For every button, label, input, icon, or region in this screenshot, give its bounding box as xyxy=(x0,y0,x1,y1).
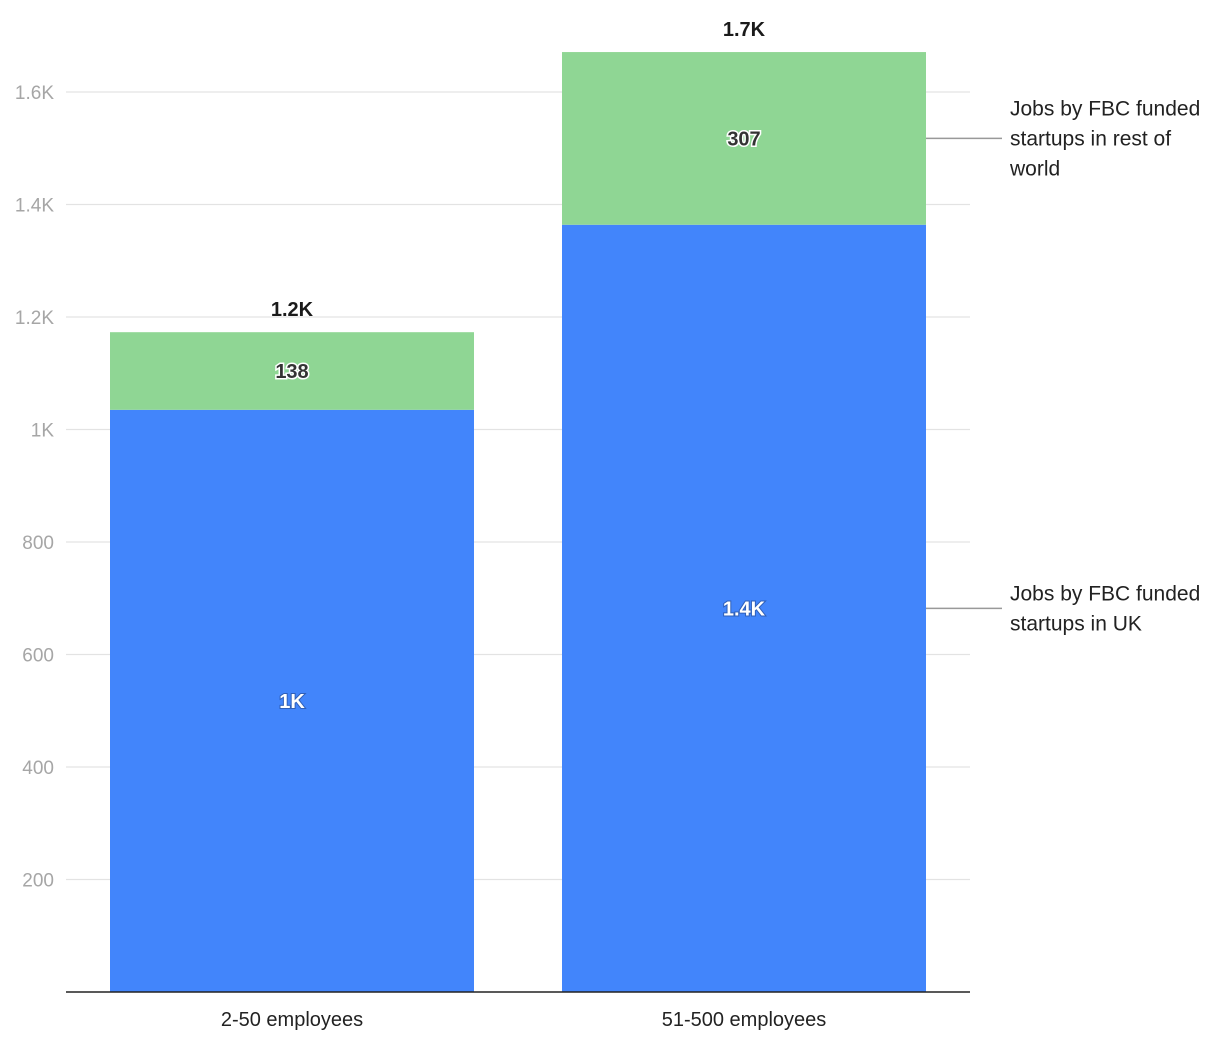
y-tick-label: 200 xyxy=(22,871,54,892)
legend-entry-line: world xyxy=(1009,157,1060,180)
y-tick-label: 600 xyxy=(22,646,54,667)
segment-data-label: 1K xyxy=(279,691,305,713)
legend-entry: Jobs by FBC funded startups in rest of wor… xyxy=(1009,97,1200,180)
y-tick-label: 1.6K xyxy=(15,83,54,104)
legend-entry: Jobs by FBC funded startups in UK xyxy=(1010,582,1200,635)
y-tick-label: 400 xyxy=(22,758,54,779)
legend-entry-line: startups in rest of xyxy=(1010,127,1171,150)
legend-entry-line: Jobs by FBC funded xyxy=(1010,97,1200,120)
segment-data-label: 1.4K xyxy=(723,598,766,620)
y-tick-label: 1.4K xyxy=(15,196,54,217)
x-category-label: 51-500 employees xyxy=(662,1009,827,1031)
total-data-label: 1.2K xyxy=(271,299,314,321)
total-data-label: 1.7K xyxy=(723,19,766,41)
segment-data-label: 307 xyxy=(727,128,760,150)
y-tick-label: 800 xyxy=(22,533,54,554)
legend-entry-line: Jobs by FBC funded xyxy=(1010,582,1200,605)
y-axis-tick-labels: 200 400 600 800 1K 1.2K 1.4K 1.6K xyxy=(15,83,54,892)
bar-segment xyxy=(110,409,474,992)
bar-segment xyxy=(562,224,926,992)
x-axis-category-labels: 2-50 employees 51-500 employees xyxy=(221,1009,826,1031)
x-category-label: 2-50 employees xyxy=(221,1009,363,1031)
y-tick-label: 1K xyxy=(31,421,55,442)
y-tick-label: 1.2K xyxy=(15,308,54,329)
bar-segment xyxy=(110,332,474,410)
legend-entry-line: startups in UK xyxy=(1010,612,1142,635)
segment-data-label: 138 xyxy=(275,361,308,383)
bar-segment xyxy=(562,52,926,225)
bars: 1K 138 1.2K 1.4K 307 1.7K xyxy=(110,19,926,992)
